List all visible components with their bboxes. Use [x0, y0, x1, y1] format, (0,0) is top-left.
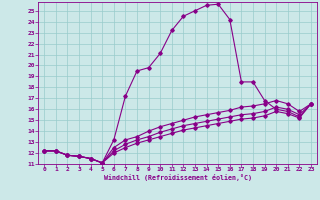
X-axis label: Windchill (Refroidissement éolien,°C): Windchill (Refroidissement éolien,°C): [104, 174, 252, 181]
